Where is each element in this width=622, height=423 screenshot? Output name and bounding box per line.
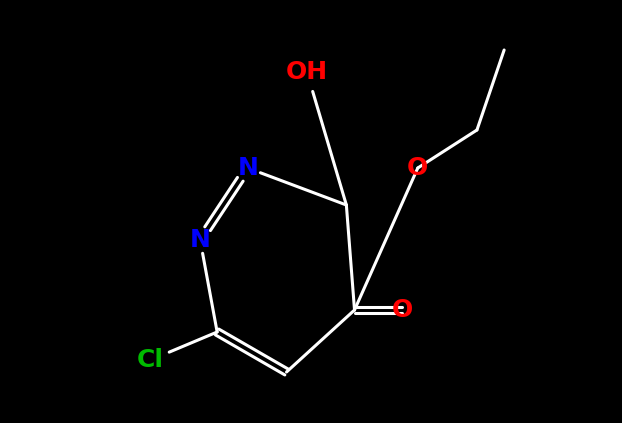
Text: N: N [190, 228, 211, 252]
Text: Cl: Cl [137, 348, 164, 372]
Text: O: O [407, 156, 429, 180]
Text: O: O [391, 298, 413, 322]
Text: N: N [238, 156, 258, 180]
Text: OH: OH [286, 60, 328, 84]
